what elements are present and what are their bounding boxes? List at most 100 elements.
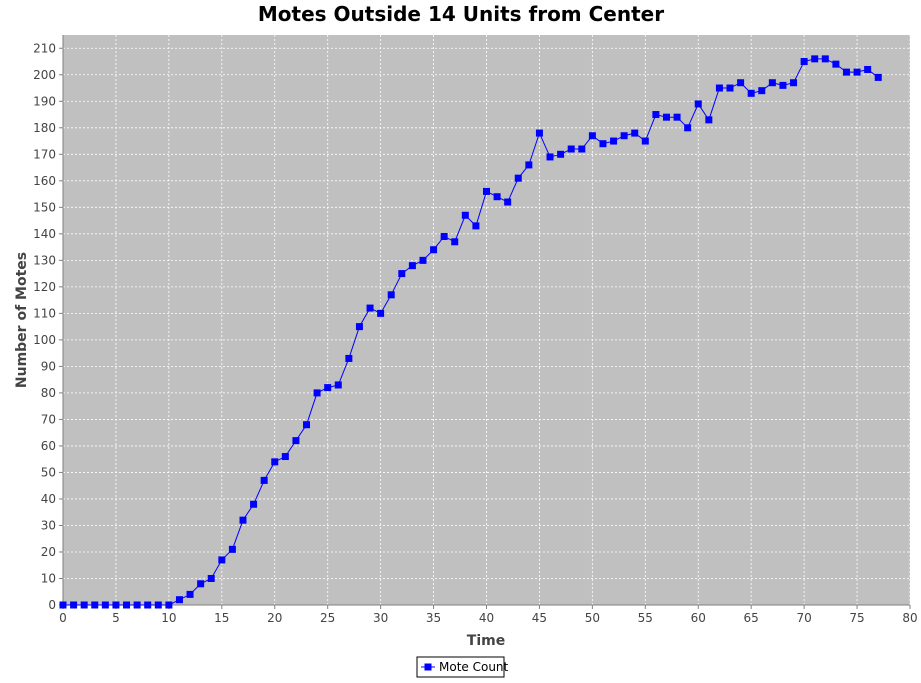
y-tick-label: 30 <box>41 518 56 532</box>
y-tick-label: 90 <box>41 359 56 373</box>
y-tick-label: 210 <box>33 41 56 55</box>
y-tick-label: 160 <box>33 174 56 188</box>
data-point-marker <box>408 262 416 270</box>
data-point-marker <box>694 100 702 108</box>
x-tick-label: 20 <box>267 611 282 625</box>
data-point-marker <box>800 58 808 66</box>
y-tick-label: 20 <box>41 545 56 559</box>
y-tick-label: 10 <box>41 571 56 585</box>
data-point-marker <box>588 132 596 140</box>
data-point-marker <box>271 458 279 466</box>
data-point-marker <box>535 129 543 137</box>
data-point-marker <box>207 574 215 582</box>
data-point-marker <box>292 437 300 445</box>
data-point-marker <box>91 601 99 609</box>
data-point-marker <box>641 137 649 145</box>
y-tick-label: 0 <box>48 598 56 612</box>
data-point-marker <box>239 516 247 524</box>
data-point-marker <box>652 111 660 119</box>
data-point-marker <box>387 291 395 299</box>
grid-lines <box>63 35 911 605</box>
data-point-marker <box>440 232 448 240</box>
data-point-marker <box>154 601 162 609</box>
data-point-marker <box>144 601 152 609</box>
data-point-marker <box>832 60 840 68</box>
y-tick-label: 100 <box>33 333 56 347</box>
data-point-marker <box>472 222 480 230</box>
data-point-marker <box>197 580 205 588</box>
y-tick-label: 120 <box>33 280 56 294</box>
data-point-marker <box>546 153 554 161</box>
data-point-marker <box>620 132 628 140</box>
data-point-marker <box>260 476 268 484</box>
x-tick-label: 45 <box>532 611 547 625</box>
x-tick-label: 5 <box>112 611 120 625</box>
data-point-marker <box>377 309 385 317</box>
data-point-marker <box>218 556 226 564</box>
y-axis-label: Number of Motes <box>14 252 30 388</box>
data-point-marker <box>186 590 194 598</box>
data-point-marker <box>610 137 618 145</box>
data-point-marker <box>578 145 586 153</box>
data-point-marker <box>451 238 459 246</box>
data-point-marker <box>165 601 173 609</box>
x-tick-label: 30 <box>373 611 388 625</box>
x-tick-label: 55 <box>638 611 653 625</box>
data-point-marker <box>398 270 406 278</box>
data-point-marker <box>726 84 734 92</box>
x-tick-label: 65 <box>744 611 759 625</box>
x-tick-label: 15 <box>214 611 229 625</box>
data-point-marker <box>313 389 321 397</box>
legend-marker <box>424 663 432 671</box>
data-point-marker <box>334 381 342 389</box>
data-point-marker <box>483 187 490 195</box>
data-point-marker <box>737 79 745 87</box>
data-point-marker <box>419 256 427 264</box>
data-point-marker <box>175 596 183 604</box>
x-tick-label: 60 <box>691 611 706 625</box>
data-point-marker <box>790 79 798 87</box>
data-point-marker <box>874 73 882 81</box>
y-tick-label: 130 <box>33 253 56 267</box>
axes <box>59 35 911 609</box>
data-point-marker <box>504 198 512 206</box>
data-point-marker <box>250 500 258 508</box>
data-point-marker <box>864 65 872 73</box>
x-tick-label: 80 <box>902 611 917 625</box>
tick-labels: 0 5 10 15 20 25 30 35 40 45 50 55 60 65 70 75 80 0 10 20 30 4… <box>33 41 918 625</box>
y-tick-label: 40 <box>41 492 56 506</box>
y-tick-label: 50 <box>41 465 56 479</box>
x-tick-label: 70 <box>796 611 811 625</box>
data-point-marker <box>281 453 289 461</box>
series-layer <box>59 55 882 609</box>
y-tick-label: 110 <box>33 306 56 320</box>
data-point-marker <box>853 68 861 76</box>
y-tick-label: 180 <box>33 121 56 135</box>
x-tick-label: 25 <box>320 611 335 625</box>
x-tick-label: 10 <box>161 611 176 625</box>
data-point-marker <box>133 601 141 609</box>
chart-title: Motes Outside 14 Units from Center <box>258 2 664 26</box>
data-point-marker <box>557 150 565 158</box>
data-point-marker <box>599 140 607 148</box>
data-point-marker <box>345 354 353 362</box>
legend: Mote Count <box>416 656 509 678</box>
data-point-marker <box>705 116 713 124</box>
y-tick-label: 200 <box>33 68 56 82</box>
data-point-marker <box>715 84 723 92</box>
y-tick-label: 60 <box>41 439 56 453</box>
data-point-marker <box>324 384 332 392</box>
y-tick-label: 70 <box>41 412 56 426</box>
x-axis-label: Time <box>467 633 505 649</box>
data-point-marker <box>123 601 131 609</box>
data-point-marker <box>631 129 639 137</box>
legend-label: Mote Count <box>439 660 509 674</box>
y-tick-label: 170 <box>33 147 56 161</box>
data-point-marker <box>101 601 109 609</box>
data-point-marker <box>80 601 88 609</box>
data-point-marker <box>842 68 850 76</box>
data-point-marker <box>567 145 575 153</box>
data-point-marker <box>684 124 692 132</box>
data-point-marker <box>303 421 311 429</box>
